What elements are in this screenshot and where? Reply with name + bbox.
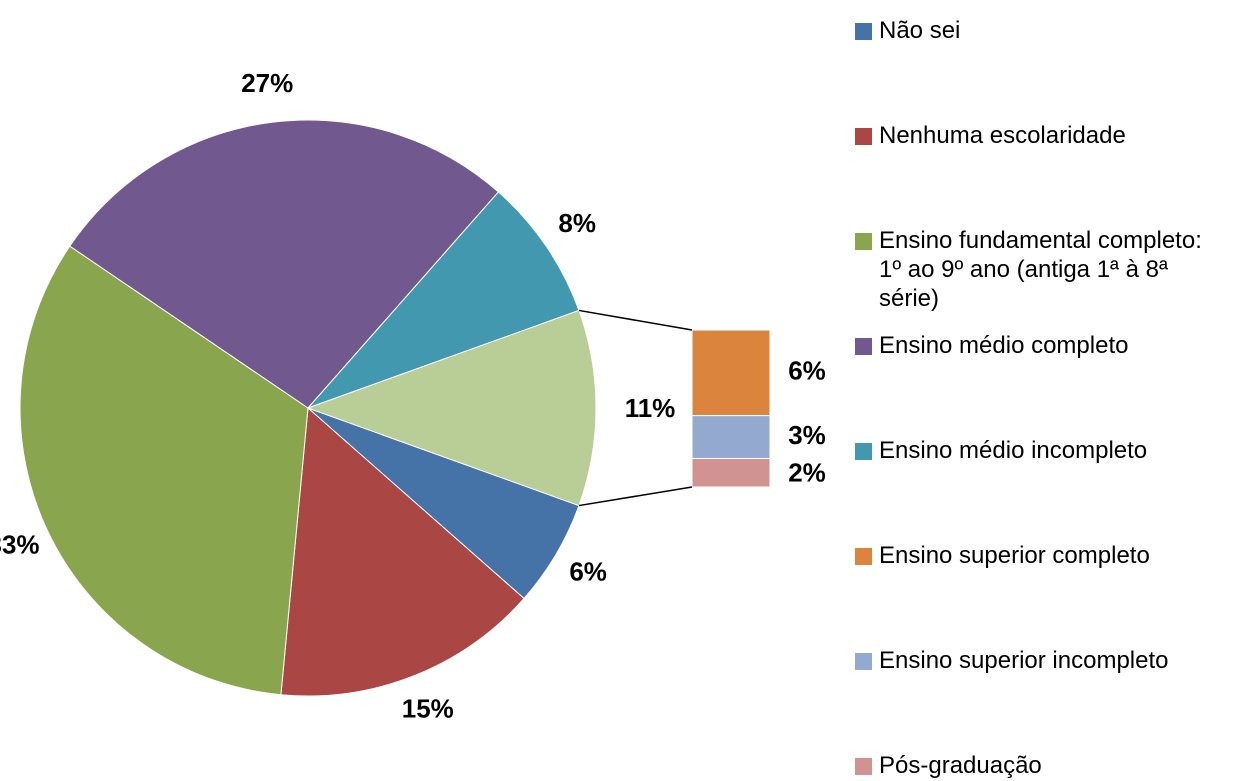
pie-slice: [69, 119, 500, 409]
legend-item: Ensino fundamental completo: 1º ao 9º an…: [855, 226, 1225, 313]
legend-item: Nenhuma escolaridade: [855, 121, 1225, 150]
legend-swatch: [855, 338, 872, 355]
legend-label: Ensino médio incompleto: [879, 437, 1148, 464]
legend-swatch: [855, 653, 872, 670]
pie-slice: [307, 191, 580, 409]
legend-item: Não sei: [855, 16, 1225, 45]
legend-swatch: [855, 23, 872, 40]
legend-label: Não sei: [879, 17, 961, 44]
legend-item: Ensino médio incompleto: [855, 436, 1225, 465]
legend-swatch: [855, 548, 872, 565]
bar-segment: [691, 415, 771, 459]
legend-label: Pós-graduação: [879, 752, 1042, 779]
data-label: 6%: [788, 356, 826, 386]
data-label: 6%: [569, 557, 607, 587]
data-label: 8%: [558, 208, 596, 238]
legend-label: Ensino superior completo: [879, 542, 1150, 569]
legend-swatch: [855, 758, 872, 775]
bar-segment: [691, 457, 771, 488]
legend-item: Ensino superior completo: [855, 541, 1225, 570]
legend-swatch: [855, 443, 872, 460]
pie-slice: [280, 406, 525, 697]
legend-item: Pós-graduação: [855, 751, 1225, 780]
legend-swatch: [855, 128, 872, 145]
legend-item: Ensino médio completo: [855, 331, 1225, 360]
legend-label: Nenhuma escolaridade: [879, 122, 1126, 149]
data-label: 15%: [402, 693, 454, 723]
data-label: 27%: [241, 68, 293, 98]
legend-item: Ensino superior incompleto: [855, 646, 1225, 675]
bar-segment: [691, 329, 771, 417]
data-label: 33%: [0, 529, 40, 559]
data-label: 3%: [788, 420, 826, 450]
data-label: 11%: [625, 393, 676, 423]
legend-label: Ensino médio completo: [879, 332, 1129, 359]
pie-slice: [306, 309, 597, 507]
legend-swatch: [855, 233, 872, 250]
legend-label: Ensino fundamental completo: 1º ao 9º an…: [879, 227, 1202, 312]
connector: [578, 486, 693, 507]
connector: [578, 309, 693, 331]
legend-label: Ensino superior incompleto: [879, 647, 1169, 674]
pie-slice: [19, 245, 309, 696]
data-label: 2%: [788, 458, 826, 488]
